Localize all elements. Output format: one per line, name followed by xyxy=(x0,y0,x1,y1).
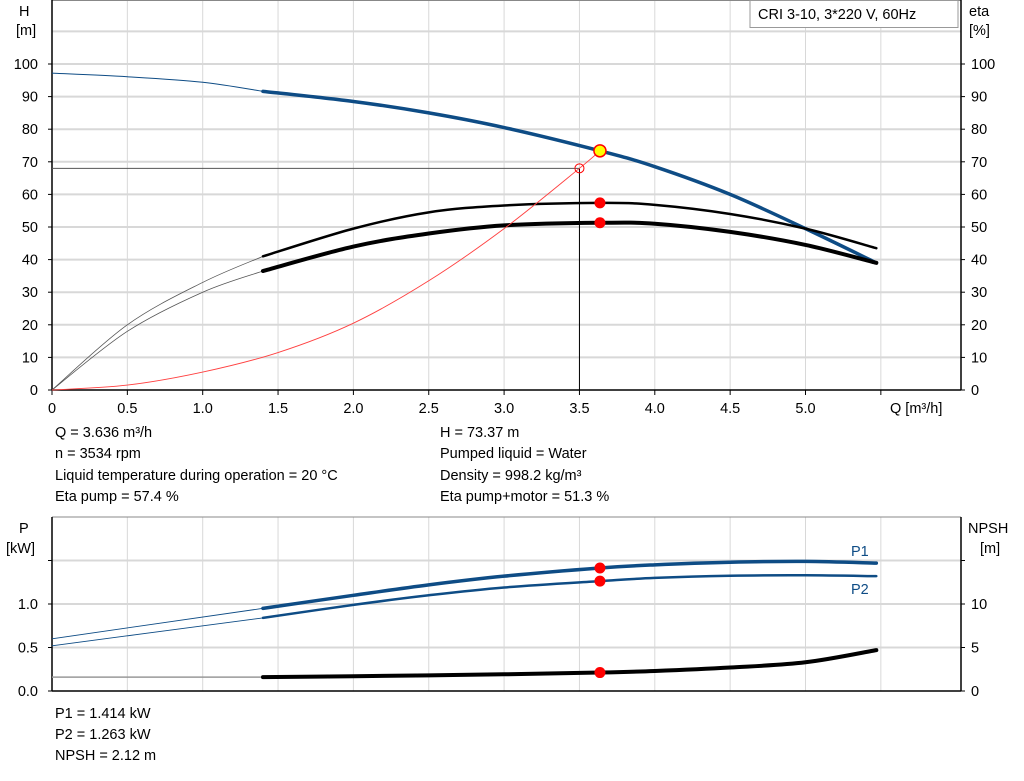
info-npsh: NPSH = 2.12 m xyxy=(55,748,157,764)
y-tick-label-right: 10 xyxy=(971,597,987,613)
curve-system_curve-thin xyxy=(51,150,601,391)
y-tick-label-right: 30 xyxy=(971,285,987,301)
y-tick-label-right: 0 xyxy=(971,383,979,399)
y-tick-label-left: 30 xyxy=(22,285,38,301)
info-speed: n = 3534 rpm xyxy=(55,446,141,462)
x-tick-label: 3.5 xyxy=(569,401,589,417)
y-axis-unit-right: [%] xyxy=(969,23,990,39)
curve-eta_pump_motor-thin xyxy=(51,270,264,391)
y-tick-label-left: 90 xyxy=(22,90,38,106)
curve-eta_pump_motor xyxy=(260,220,879,274)
curve-eta_pump xyxy=(261,201,878,258)
y-tick-label-left: 0 xyxy=(30,383,38,399)
p2-marker xyxy=(594,575,606,587)
x-tick-label: 5.0 xyxy=(795,401,815,417)
curve-P1 xyxy=(261,559,879,611)
y-tick-label-right: 5 xyxy=(971,641,979,657)
x-tick-label: 0 xyxy=(48,401,56,417)
info-temperature: Liquid temperature during operation = 20… xyxy=(55,468,338,484)
x-tick-label: 1.0 xyxy=(193,401,213,417)
y-tick-label-left: 20 xyxy=(22,318,38,334)
curve-NPSH xyxy=(260,648,879,680)
x-tick-label: 4.0 xyxy=(645,401,665,417)
y-axis-label-left: P xyxy=(19,521,29,537)
p1-marker xyxy=(594,562,606,574)
x-tick-label: 0.5 xyxy=(117,401,137,417)
info-liquid: Pumped liquid = Water xyxy=(440,446,587,462)
y-tick-label-right: 60 xyxy=(971,187,987,203)
y-tick-label-left: 100 xyxy=(14,57,38,73)
curve-eta_pump-thin xyxy=(51,255,264,391)
duty-point-marker xyxy=(593,144,607,158)
curve-H xyxy=(261,89,879,265)
curve-H-thin xyxy=(51,72,264,92)
y-tick-label-right: 40 xyxy=(971,253,987,269)
y-axis-unit-left: [kW] xyxy=(6,541,35,557)
x-tick-label: 2.5 xyxy=(419,401,439,417)
info-p2: P2 = 1.263 kW xyxy=(55,727,151,743)
eta-pump-motor-marker xyxy=(594,217,606,229)
legend-box xyxy=(749,0,959,28)
x-tick-label: 1.5 xyxy=(268,401,288,417)
y-tick-label-right: 0 xyxy=(971,684,979,700)
x-tick-label: 3.0 xyxy=(494,401,514,417)
y-tick-label-right: 90 xyxy=(971,90,987,106)
info-density: Density = 998.2 kg/m³ xyxy=(440,468,582,484)
y-tick-label-left: 80 xyxy=(22,122,38,138)
y-tick-label-right: 100 xyxy=(971,57,995,73)
eta-pump-marker xyxy=(594,197,606,209)
series-label-p2: P2 xyxy=(851,582,869,598)
y-tick-label-left: 10 xyxy=(22,350,38,366)
y-tick-label-right: 50 xyxy=(971,220,987,236)
y-tick-label-left: 60 xyxy=(22,187,38,203)
y-tick-label-left: 1.0 xyxy=(18,597,38,613)
curve-P1-thin xyxy=(51,607,264,640)
legend-box-text: CRI 3-10, 3*220 V, 60Hz xyxy=(758,7,916,23)
info-eta-pump: Eta pump = 57.4 % xyxy=(55,489,179,505)
info-h: H = 73.37 m xyxy=(440,425,520,441)
info-p1: P1 = 1.414 kW xyxy=(55,706,151,722)
y-tick-label-right: 70 xyxy=(971,155,987,171)
y-axis-label-left: H xyxy=(19,4,29,20)
series-label-p1: P1 xyxy=(851,544,869,560)
required-point-marker xyxy=(574,163,585,174)
y-tick-label-left: 70 xyxy=(22,155,38,171)
y-axis-label-right: eta xyxy=(969,4,990,20)
x-tick-label: 4.5 xyxy=(720,401,740,417)
y-tick-label-left: 50 xyxy=(22,220,38,236)
y-axis-label-right: NPSH xyxy=(968,521,1008,537)
info-eta-pump-motor: Eta pump+motor = 51.3 % xyxy=(440,489,610,505)
info-q: Q = 3.636 m³/h xyxy=(55,425,153,441)
npsh-marker xyxy=(594,667,606,679)
y-tick-label-right: 80 xyxy=(971,122,987,138)
y-axis-unit-left: [m] xyxy=(16,23,36,39)
y-tick-label-left: 0.0 xyxy=(18,684,38,700)
y-tick-label-left: 40 xyxy=(22,253,38,269)
curve-P2-thin xyxy=(51,617,264,647)
y-axis-unit-right: [m] xyxy=(980,541,1000,557)
y-tick-label-right: 20 xyxy=(971,318,987,334)
y-tick-label-left: 0.5 xyxy=(18,641,38,657)
y-tick-label-right: 10 xyxy=(971,350,987,366)
x-axis-label: Q [m³/h] xyxy=(890,401,942,417)
x-tick-label: 2.0 xyxy=(343,401,363,417)
